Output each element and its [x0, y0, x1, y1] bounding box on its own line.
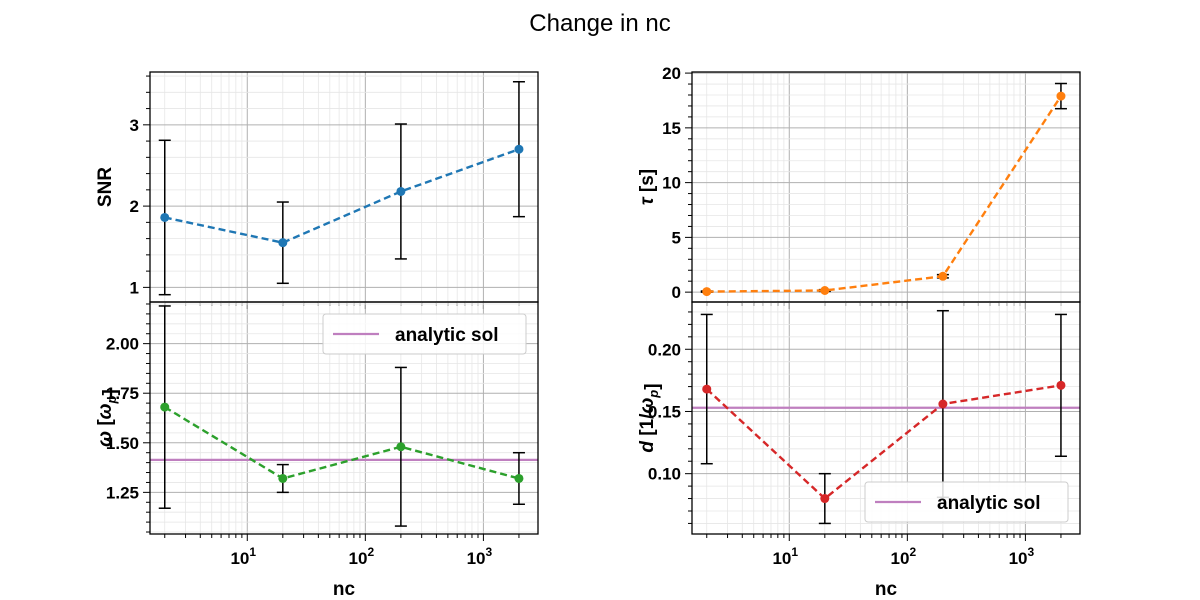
data-point: [820, 286, 830, 295]
figure-title: Change in nc: [529, 10, 670, 37]
axes-frame: [149, 301, 539, 535]
legend: analytic sol: [864, 481, 1069, 523]
x-tick-label: 101: [230, 545, 256, 568]
y-tick-label: 0.15: [648, 402, 681, 421]
data-point: [938, 271, 948, 281]
legend: analytic sol: [322, 313, 527, 355]
data-point: [160, 402, 170, 412]
legend-label: analytic sol: [395, 325, 499, 346]
y-tick-label: 2.00: [106, 335, 139, 354]
chart-panel-omega: 1.25 1.50 1.75 2.00 101 102 103 nc ω [ωp] analyti…: [95, 301, 539, 600]
x-tick-label: 102: [891, 545, 917, 568]
data-point: [278, 473, 288, 483]
series-line: [164, 148, 520, 244]
series-line: [706, 95, 1062, 293]
data-point: [938, 399, 948, 409]
y-tick-label: 3: [130, 116, 139, 135]
data-point: [1056, 91, 1066, 101]
data-point: [396, 442, 406, 452]
data-point: [278, 238, 288, 248]
legend-box: [864, 481, 1069, 523]
y-tick-label: 5: [672, 228, 681, 247]
y-tick-label: 1.75: [106, 384, 139, 403]
data-point: [514, 473, 524, 483]
data-point: [820, 494, 830, 504]
axes-frame: [149, 71, 539, 303]
y-tick-label: 20: [662, 64, 681, 83]
y-axis-label: d [1/ωp]: [637, 383, 663, 452]
y-tick-label: 2: [130, 197, 139, 216]
y-tick-label: 0.10: [648, 465, 681, 484]
axes-frame: [691, 71, 1081, 303]
x-tick-label: 101: [772, 545, 798, 568]
data-point: [702, 384, 712, 394]
y-axis-label: SNR: [95, 167, 116, 207]
y-tick-label: 1: [130, 278, 139, 297]
legend-box: [322, 313, 527, 355]
chart-panels: 1 2 3 SNR 0 5 10 15 20 τ [s] 1.25 1.50 1.75 2.00 101 10…: [95, 64, 1081, 600]
data-point: [702, 287, 712, 297]
y-tick-label: 15: [662, 119, 681, 138]
data-point: [514, 144, 524, 154]
series-line: [164, 406, 520, 480]
axes-frame: [691, 301, 1081, 535]
chart-panel-tau: 0 5 10 15 20 τ [s]: [637, 64, 1081, 309]
x-tick-label: 103: [467, 545, 493, 568]
y-axis-label: ω [ωp]: [95, 389, 121, 447]
y-tick-label: 1.25: [106, 483, 139, 502]
x-axis-label: nc: [333, 579, 356, 600]
y-tick-label: 10: [662, 174, 681, 193]
chart-panel-snr: 1 2 3 SNR: [95, 71, 539, 309]
series-line: [705, 384, 1062, 501]
y-tick-label: 0: [672, 283, 681, 302]
y-tick-label: 1.50: [106, 434, 139, 453]
x-tick-label: 102: [349, 545, 375, 568]
x-tick-label: 103: [1009, 545, 1035, 568]
data-point: [396, 186, 406, 196]
y-axis-label: τ [s]: [637, 169, 658, 205]
data-point: [1056, 380, 1066, 390]
x-axis-label: nc: [875, 579, 898, 600]
chart-panel-damping: 0.10 0.15 0.20 101 102 103 nc d [1/ωp] analytic …: [637, 301, 1081, 600]
y-tick-label: 0.20: [648, 340, 681, 359]
data-point: [160, 212, 170, 222]
legend-label: analytic sol: [937, 493, 1041, 514]
